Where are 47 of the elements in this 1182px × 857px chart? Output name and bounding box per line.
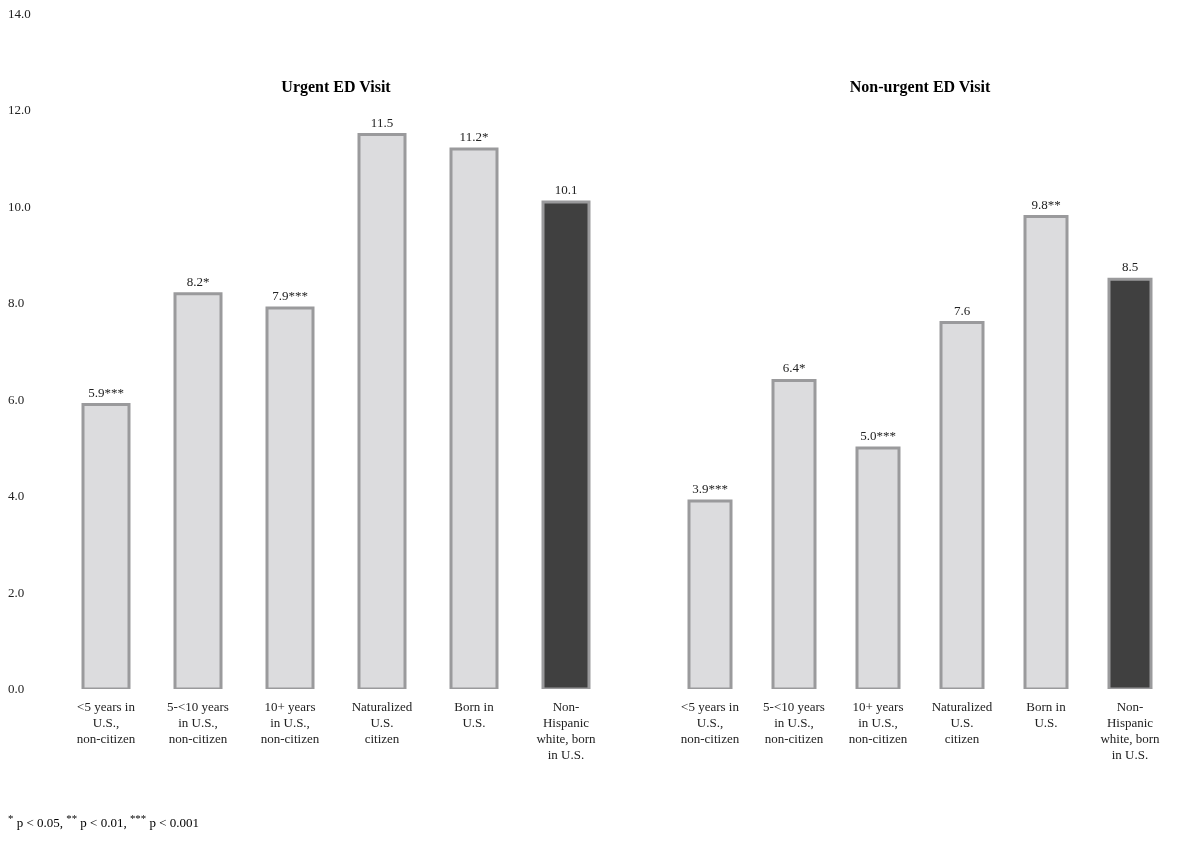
bar <box>855 446 901 689</box>
data-label: 7.6 <box>953 302 971 318</box>
bar <box>541 200 591 689</box>
x-tick-label: <5 years in U.S., non-citizen <box>76 699 136 746</box>
data-label: 6.4* <box>782 360 806 376</box>
bar <box>1107 277 1153 689</box>
y-tick-label: 14.0 <box>8 6 31 21</box>
x-tick-label: <5 years in U.S., non-citizen <box>680 699 740 746</box>
y-tick-label: 4.0 <box>8 488 25 504</box>
y-tick-label: 2.0 <box>8 584 25 600</box>
bar <box>1023 215 1069 689</box>
x-tick-label: 10+ years in U.S., non-citizen <box>848 699 908 746</box>
bar <box>173 292 223 689</box>
data-label: 11.5 <box>370 114 394 130</box>
y-tick-label: 6.0 <box>8 391 25 407</box>
x-tick-label: Born in U.S. <box>454 699 495 730</box>
y-tick-label: 12.0 <box>8 102 31 118</box>
y-tick-label: 10.0 <box>8 198 31 214</box>
data-label: 5.9*** <box>88 384 124 400</box>
data-label: 3.9*** <box>692 480 728 496</box>
x-tick-label: 5-<10 years in U.S., non-citizen <box>167 699 229 746</box>
y-tick-label: 0.0 <box>8 681 25 696</box>
data-label: 5.0*** <box>860 427 896 443</box>
y-tick-label: 8.0 <box>8 295 25 311</box>
x-tick-label: Born in U.S. <box>1026 699 1067 730</box>
x-tick-label: Non-Hispanic white, born in U.S. <box>536 699 597 762</box>
bar <box>449 147 499 689</box>
bar <box>357 133 407 689</box>
text: Non-urgent ED Visit <box>848 78 992 96</box>
x-tick-label: Naturalized U.S. citizen <box>931 699 993 746</box>
x-tick-label: Naturalized U.S. citizen <box>351 699 413 746</box>
text: Urgent ED Visit <box>280 78 392 96</box>
data-label: 11.2* <box>459 129 489 144</box>
data-label: 10.1 <box>554 182 578 198</box>
data-label: 8.2* <box>186 273 210 289</box>
text: $^{*}$ p < 0.05, $^{**}$ p < 0.01, $^{***}$ p < 0.001 <box>8 812 201 832</box>
data-label: 8.5 <box>1121 259 1139 275</box>
bar <box>939 321 985 689</box>
data-label: 9.8** <box>1031 196 1061 212</box>
bar <box>81 403 131 689</box>
bar <box>687 499 733 689</box>
x-tick-label: Non-Hispanic white, born in U.S. <box>1100 699 1161 762</box>
data-label: 7.9*** <box>272 288 308 304</box>
bar <box>771 378 817 689</box>
x-tick-label: 10+ years in U.S., non-citizen <box>260 699 320 746</box>
bar <box>265 306 315 689</box>
x-tick-label: 5-<10 years in U.S., non-citizen <box>763 699 825 746</box>
